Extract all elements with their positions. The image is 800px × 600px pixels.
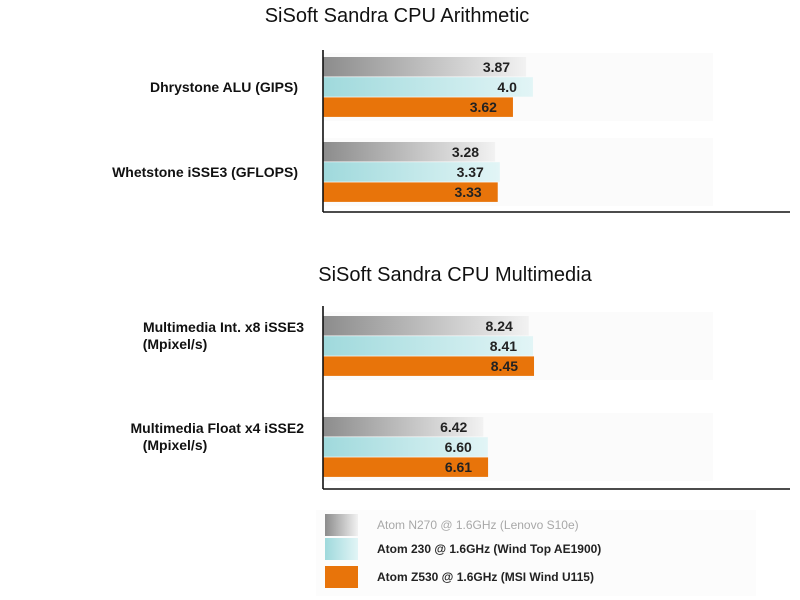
legend-swatch-atom230 xyxy=(325,538,358,560)
bar-n270 xyxy=(323,316,529,336)
category-label: Multimedia Float x4 iSSE2 xyxy=(131,420,305,436)
chart-title: SiSoft Sandra CPU Arithmetic xyxy=(265,5,530,27)
legend-swatch-n270 xyxy=(325,514,358,536)
data-label: 3.62 xyxy=(470,99,497,115)
category-label: Dhrystone ALU (GIPS) xyxy=(150,79,298,95)
data-label: 3.33 xyxy=(454,184,481,200)
bar-n270 xyxy=(323,57,527,77)
legend-background xyxy=(316,510,756,596)
data-label: 8.24 xyxy=(486,318,513,334)
bar-z530 xyxy=(323,182,498,202)
legend-label-atom230: Atom 230 @ 1.6GHz (Wind Top AE1900) xyxy=(377,542,601,556)
bar-n270 xyxy=(323,142,496,162)
bar-z530 xyxy=(323,97,513,117)
data-label: 6.60 xyxy=(445,439,472,455)
data-label: 3.87 xyxy=(483,59,510,75)
bar-atom230 xyxy=(323,162,500,182)
legend-label-z530: Atom Z530 @ 1.6GHz (MSI Wind U115) xyxy=(377,570,594,584)
bar-z530 xyxy=(323,457,489,477)
legend-swatch-z530 xyxy=(325,566,358,588)
data-label: 8.41 xyxy=(490,338,517,354)
chart-title: SiSoft Sandra CPU Multimedia xyxy=(318,264,592,286)
chart-legend: Atom N270 @ 1.6GHz (Lenovo S10e) Atom 230… xyxy=(316,510,756,596)
category-label: (Mpixel/s) xyxy=(143,437,208,453)
bar-atom230 xyxy=(323,336,534,356)
bar-z530 xyxy=(323,356,535,376)
legend-label-n270: Atom N270 @ 1.6GHz (Lenovo S10e) xyxy=(377,518,579,532)
bar-n270 xyxy=(323,417,484,437)
data-label: 3.37 xyxy=(457,164,484,180)
data-label: 8.45 xyxy=(491,358,518,374)
data-label: 6.42 xyxy=(440,419,467,435)
bar-atom230 xyxy=(323,77,533,97)
data-label: 3.28 xyxy=(452,144,479,160)
category-label: Whetstone iSSE3 (GFLOPS) xyxy=(112,164,298,180)
bar-atom230 xyxy=(323,437,488,457)
chart-panel-1: SiSoft Sandra CPU Arithmetic 3.87 4.03.62 D… xyxy=(112,5,790,213)
category-label: Multimedia Int. x8 iSSE3 xyxy=(143,319,304,335)
category-label: (Mpixel/s) xyxy=(143,336,208,352)
data-label: 6.61 xyxy=(445,459,472,475)
chart-panel-2: SiSoft Sandra CPU Multimedia 8.24 8.41 8.45… xyxy=(131,264,790,490)
data-label: 4.0 xyxy=(497,79,517,95)
